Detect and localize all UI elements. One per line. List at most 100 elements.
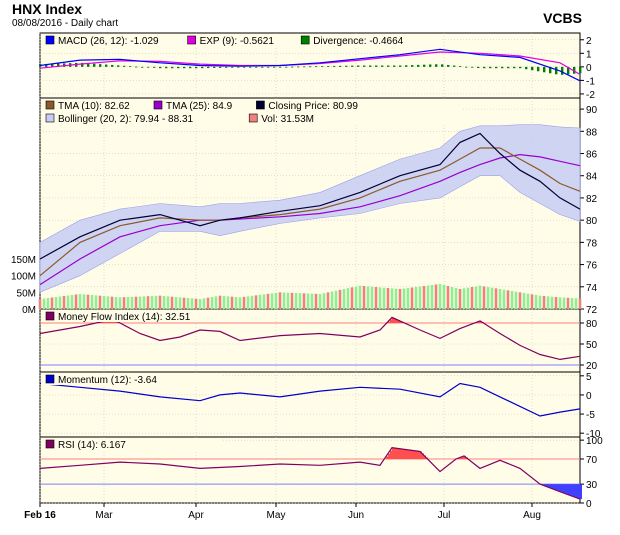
volume-bar (546, 296, 550, 309)
divergence-bar (261, 66, 264, 68)
oversold-fill (554, 484, 556, 490)
volume-bar (110, 296, 114, 309)
y-tick-label: 30 (586, 480, 598, 491)
divergence-bar (183, 66, 186, 69)
volume-bar (530, 294, 534, 309)
volume-bar (410, 287, 414, 309)
divergence-bar (135, 66, 138, 68)
divergence-bar (423, 64, 426, 67)
overbought-fill (418, 451, 420, 459)
volume-bar (494, 288, 498, 309)
divergence-bar (195, 66, 198, 69)
divergence-bar (339, 65, 342, 67)
legend-swatch (248, 113, 258, 123)
macd-line (39, 48, 581, 82)
volume-bar (74, 294, 78, 309)
divergence-bar (93, 63, 96, 67)
volume-bar (54, 297, 58, 309)
overbought-fill (478, 321, 480, 323)
volume-tick-label: 0M (22, 305, 36, 316)
volume-bar (466, 287, 470, 309)
divergence-bar (171, 66, 174, 69)
divergence-bar (159, 66, 162, 69)
mfi-line (39, 316, 581, 361)
oversold-fill (572, 484, 574, 497)
volume-bar (230, 296, 234, 309)
legend-entry: TMA (10): 82.62 (58, 101, 130, 112)
divergence-bar (177, 66, 180, 69)
closing-price-line (39, 132, 581, 260)
volume-bar (78, 294, 82, 309)
y-tick-label: 0 (586, 391, 592, 402)
volume-bar (50, 297, 54, 309)
divergence-bar (225, 66, 228, 68)
volume-bar (514, 291, 518, 309)
y-tick-label: 72 (586, 305, 598, 316)
volume-bar (502, 289, 506, 309)
legend-swatch (256, 100, 265, 110)
overbought-fill (396, 319, 398, 323)
volume-bar (434, 284, 438, 309)
volume-bar (438, 284, 442, 309)
volume-bar (94, 295, 98, 309)
source-label: VCBS (543, 10, 582, 26)
oversold-fill (548, 484, 550, 488)
volume-bar (142, 296, 146, 309)
volume-bar (270, 293, 274, 309)
oversold-fill (574, 484, 576, 497)
divergence-bar (531, 66, 534, 71)
y-tick-label: 90 (586, 105, 598, 116)
volume-bar (334, 290, 338, 309)
volume-bar (458, 289, 462, 309)
volume-bar (430, 285, 434, 309)
volume-bar (154, 295, 158, 309)
legend-entry: Momentum (12): -3.64 (58, 375, 157, 386)
volume-bar (146, 296, 150, 309)
volume-bar (46, 298, 50, 309)
legend-entry: TMA (25): 84.9 (166, 101, 233, 112)
divergence-bar (117, 65, 120, 67)
volume-bar (226, 296, 230, 309)
volume-bar (390, 288, 394, 309)
x-tick-label: Feb 16 (24, 510, 56, 521)
volume-bar (266, 293, 270, 309)
volume-tick-label: 150M (11, 255, 36, 266)
volume-bar (242, 296, 246, 309)
volume-bar (418, 286, 422, 309)
tma10-line (39, 147, 581, 277)
volume-bar (190, 298, 194, 309)
divergence-bar (465, 66, 468, 68)
volume-bar (194, 298, 198, 309)
volume-bar (222, 296, 226, 309)
divergence-bar (567, 66, 570, 75)
volume-bar (250, 295, 254, 309)
volume-bar (198, 299, 202, 309)
y-tick-label: 50 (586, 340, 598, 351)
volume-bar (526, 293, 530, 309)
volume-bar (450, 287, 454, 309)
divergence-bar (507, 66, 510, 69)
volume-tick-label: 50M (17, 288, 36, 299)
legend-swatch (45, 311, 55, 321)
y-tick-label: 78 (586, 238, 598, 249)
legend-swatch (153, 100, 163, 110)
overbought-fill (462, 456, 464, 459)
volume-bar (486, 287, 490, 309)
overbought-fill (100, 322, 102, 323)
legend-entry: Closing Price: 80.99 (268, 101, 358, 112)
volume-bar (158, 295, 162, 309)
divergence-bar (219, 66, 222, 68)
volume-bar (398, 289, 402, 309)
overbought-fill (390, 319, 392, 323)
oversold-fill (562, 484, 564, 493)
divergence-bar (45, 63, 48, 67)
volume-bar (82, 294, 86, 309)
legend-swatch (300, 35, 310, 45)
volume-bar (578, 298, 582, 309)
y-tick-label: 86 (586, 150, 598, 161)
volume-bar (98, 295, 102, 309)
oversold-fill (542, 484, 544, 485)
oversold-fill (566, 484, 568, 494)
volume-bar (426, 285, 430, 309)
